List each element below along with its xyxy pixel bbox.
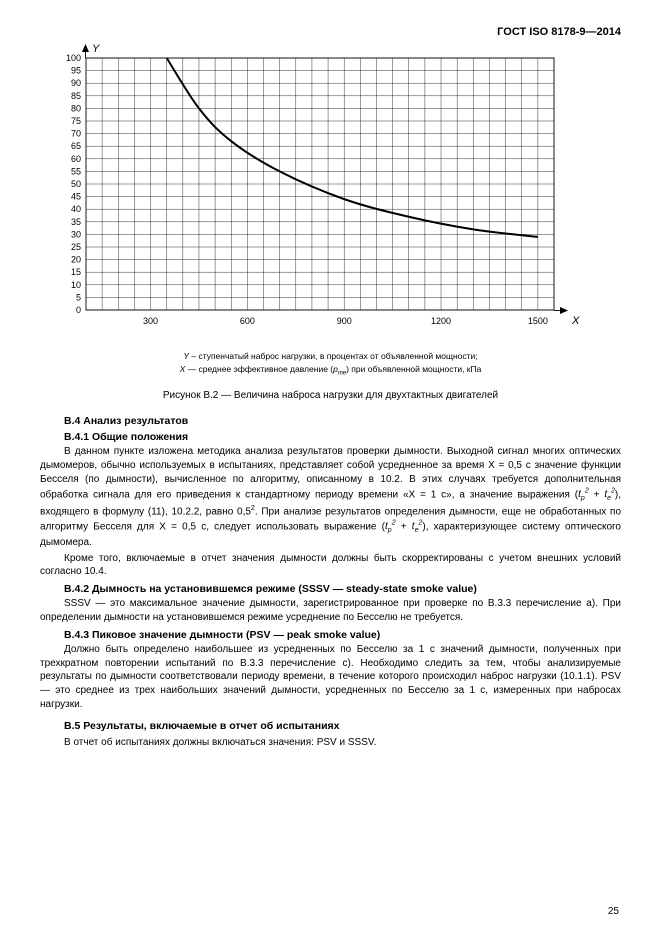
heading-b43: В.4.3 Пиковое значение дымности (PSV — p… bbox=[40, 629, 621, 641]
svg-text:35: 35 bbox=[71, 217, 81, 227]
svg-text:95: 95 bbox=[71, 66, 81, 76]
svg-text:Y: Y bbox=[92, 44, 100, 55]
heading-b41: В.4.1 Общие положения bbox=[40, 431, 621, 443]
svg-text:0: 0 bbox=[76, 305, 81, 315]
chart-legend: Y – ступенчатый наброс нагрузки, в проце… bbox=[40, 350, 621, 378]
heading-b5: В.5 Результаты, включаемые в отчет об ис… bbox=[40, 720, 621, 732]
doc-id: ГОСТ ISO 8178-9—2014 bbox=[40, 26, 621, 38]
svg-text:90: 90 bbox=[71, 78, 81, 88]
svg-text:300: 300 bbox=[143, 316, 158, 326]
svg-text:1500: 1500 bbox=[528, 316, 548, 326]
svg-text:25: 25 bbox=[71, 242, 81, 252]
heading-b42: В.4.2 Дымность на установившемся режиме … bbox=[40, 583, 621, 595]
chart-container: 0 5 10 15 20 25 30 35 40 45 50 55 60 65 70 75 80 85 90 95 10… bbox=[40, 44, 621, 344]
svg-text:50: 50 bbox=[71, 179, 81, 189]
svg-text:80: 80 bbox=[71, 103, 81, 113]
svg-text:45: 45 bbox=[71, 192, 81, 202]
svg-text:70: 70 bbox=[71, 129, 81, 139]
page-number: 25 bbox=[608, 906, 619, 917]
svg-text:900: 900 bbox=[337, 316, 352, 326]
svg-text:X: X bbox=[571, 315, 580, 327]
para-b41-1: В данном пункте изложена методика анализ… bbox=[40, 445, 621, 549]
load-chart: 0 5 10 15 20 25 30 35 40 45 50 55 60 65 70 75 80 85 90 95 10… bbox=[40, 44, 595, 339]
svg-text:40: 40 bbox=[71, 204, 81, 214]
heading-b4: В.4 Анализ результатов bbox=[40, 415, 621, 427]
para-b42: SSSV — это максимальное значение дымност… bbox=[40, 597, 621, 625]
para-b5: В отчет об испытаниях должны включаться … bbox=[40, 736, 621, 750]
svg-text:1200: 1200 bbox=[431, 316, 451, 326]
svg-text:10: 10 bbox=[71, 280, 81, 290]
svg-text:65: 65 bbox=[71, 141, 81, 151]
svg-text:5: 5 bbox=[76, 292, 81, 302]
para-b41-2: Кроме того, включаемые в отчет значения … bbox=[40, 552, 621, 580]
svg-text:20: 20 bbox=[71, 255, 81, 265]
svg-text:55: 55 bbox=[71, 166, 81, 176]
svg-text:60: 60 bbox=[71, 154, 81, 164]
svg-text:75: 75 bbox=[71, 116, 81, 126]
svg-text:600: 600 bbox=[240, 316, 255, 326]
figure-caption: Рисунок В.2 — Величина наброса нагрузки … bbox=[40, 390, 621, 401]
svg-text:85: 85 bbox=[71, 91, 81, 101]
svg-text:100: 100 bbox=[66, 53, 81, 63]
para-b43: Должно быть определено наибольшее из уср… bbox=[40, 643, 621, 712]
svg-text:15: 15 bbox=[71, 267, 81, 277]
svg-text:30: 30 bbox=[71, 229, 81, 239]
